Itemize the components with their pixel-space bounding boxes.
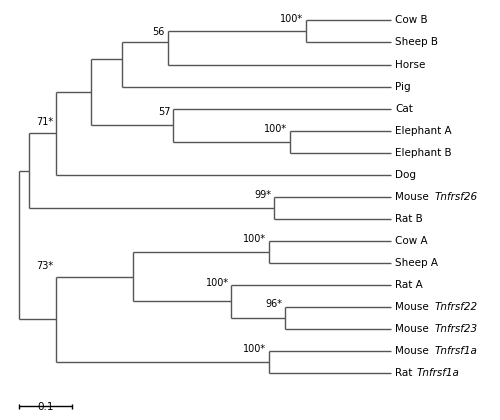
Text: 100*: 100* — [264, 124, 287, 134]
Text: Mouse: Mouse — [395, 192, 432, 202]
Text: Tnfrsf23: Tnfrsf23 — [434, 324, 478, 334]
Text: Cat: Cat — [395, 104, 413, 113]
Text: 100*: 100* — [206, 278, 229, 288]
Text: Tnfrsf1a: Tnfrsf1a — [434, 346, 477, 356]
Text: 57: 57 — [158, 108, 170, 118]
Text: Tnfrsf22: Tnfrsf22 — [434, 302, 478, 312]
Text: Tnfrsf1a: Tnfrsf1a — [417, 368, 460, 378]
Text: 96*: 96* — [265, 299, 282, 309]
Text: 0.1: 0.1 — [37, 402, 54, 412]
Text: 73*: 73* — [36, 261, 54, 270]
Text: Sheep A: Sheep A — [395, 258, 438, 268]
Text: 100*: 100* — [243, 234, 266, 244]
Text: 99*: 99* — [254, 190, 272, 200]
Text: Horse: Horse — [395, 60, 426, 69]
Text: Elephant A: Elephant A — [395, 126, 452, 136]
Text: 71*: 71* — [36, 117, 54, 127]
Text: Mouse: Mouse — [395, 302, 432, 312]
Text: Mouse: Mouse — [395, 346, 432, 356]
Text: Rat: Rat — [395, 368, 416, 378]
Text: Tnfrsf26: Tnfrsf26 — [434, 192, 478, 202]
Text: 100*: 100* — [243, 344, 266, 354]
Text: Pig: Pig — [395, 81, 411, 92]
Text: Dog: Dog — [395, 170, 416, 180]
Text: Mouse: Mouse — [395, 324, 432, 334]
Text: Cow B: Cow B — [395, 16, 428, 26]
Text: Rat A: Rat A — [395, 280, 423, 290]
Text: Rat B: Rat B — [395, 214, 423, 224]
Text: 56: 56 — [152, 27, 165, 37]
Text: 100*: 100* — [280, 14, 303, 24]
Text: Cow A: Cow A — [395, 236, 428, 246]
Text: Sheep B: Sheep B — [395, 37, 438, 47]
Text: Elephant B: Elephant B — [395, 148, 452, 158]
